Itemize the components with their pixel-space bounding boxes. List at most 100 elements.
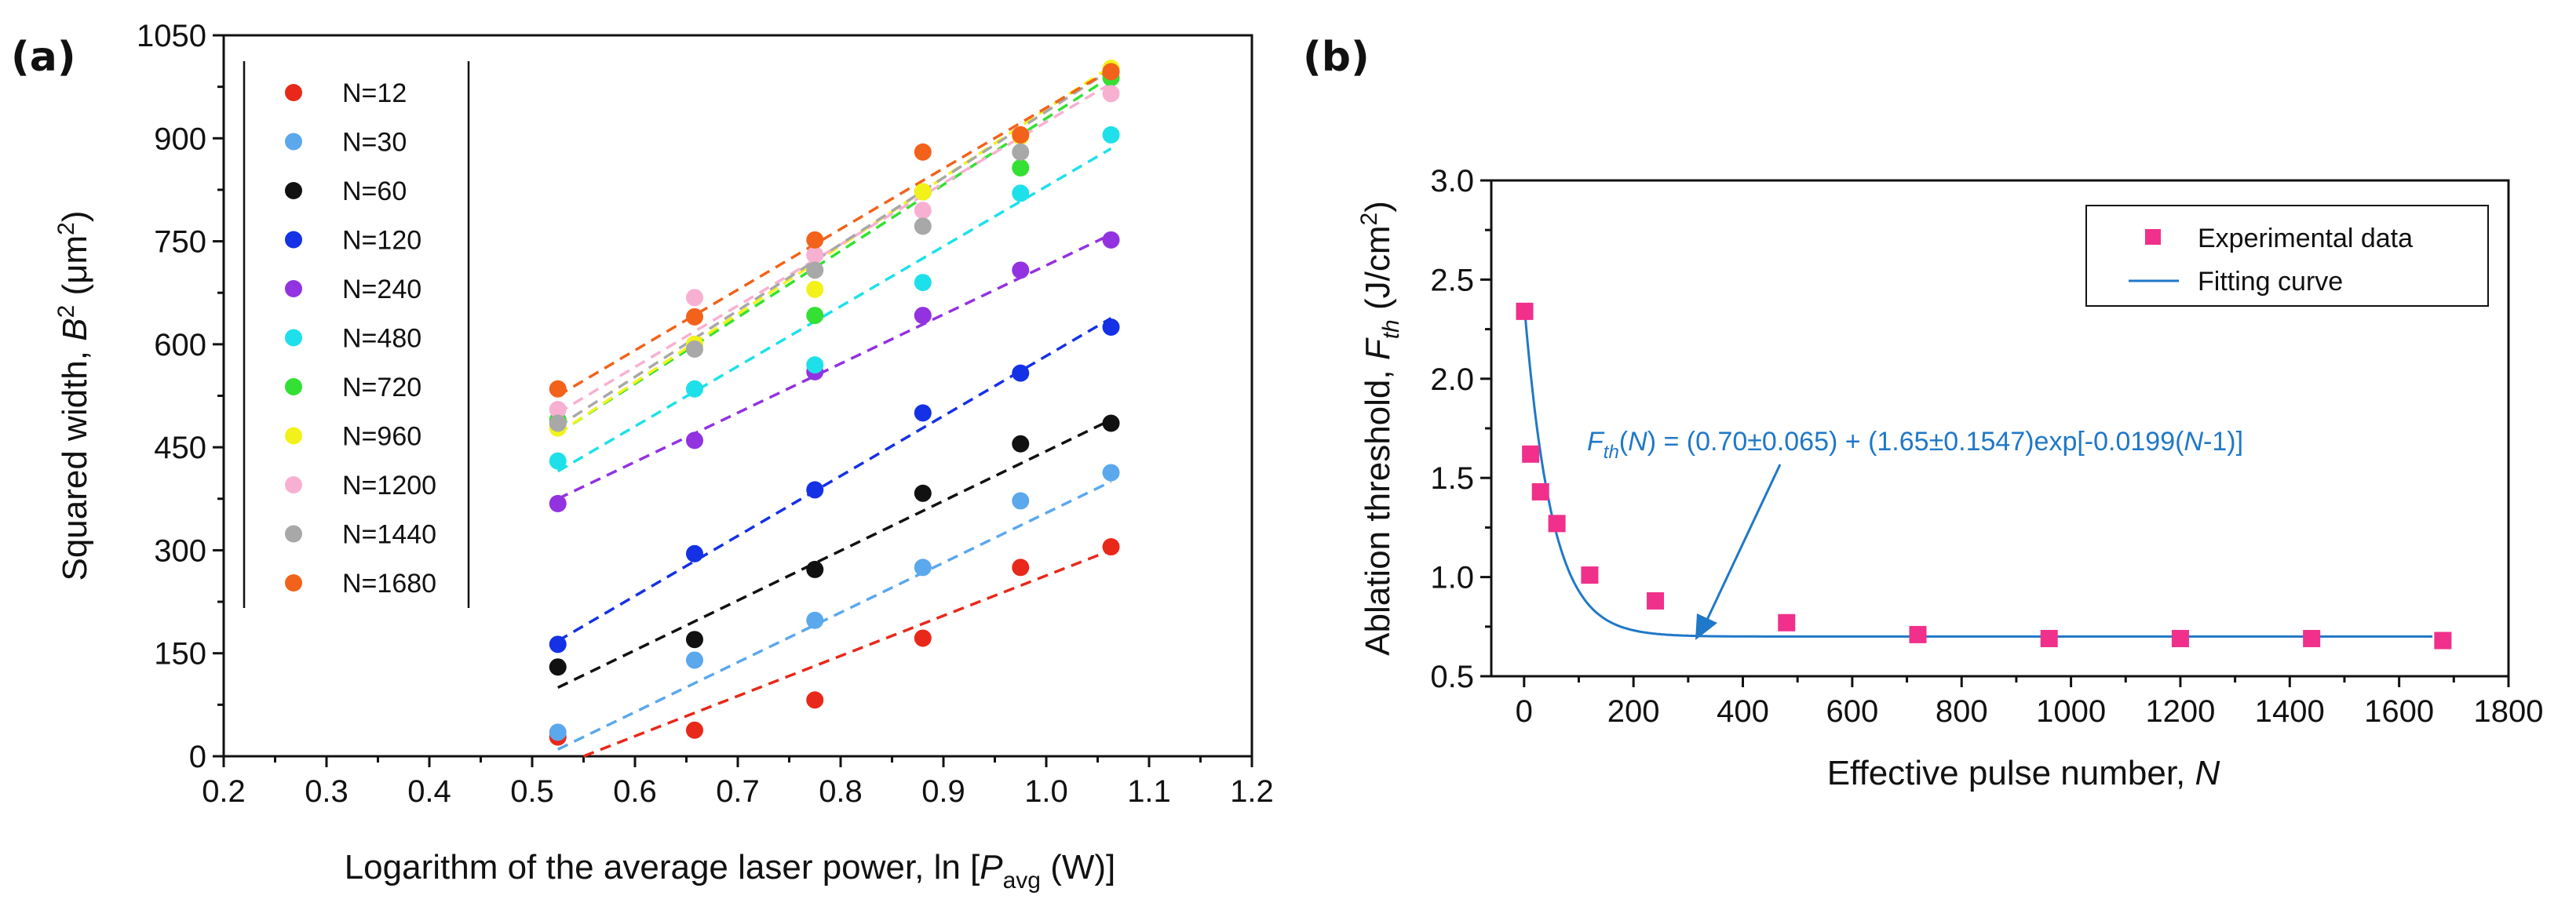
point-n1440: [549, 414, 567, 432]
legend-marker-a: [285, 182, 302, 199]
point-n120: [1012, 364, 1030, 382]
point-n480: [685, 380, 703, 398]
fit-line-n1680: [556, 68, 1112, 398]
x-tick-label-b: 1000: [2036, 694, 2106, 729]
fit-line-n12: [582, 548, 1112, 758]
legend-marker-square: [2145, 229, 2161, 245]
y-tick-label-a: 150: [154, 637, 206, 672]
x-tick-label-a: 0.2: [202, 774, 246, 809]
point-n120: [685, 544, 703, 562]
point-n60: [549, 658, 567, 676]
y-axis-title-b: Ablation threshold, Fth (J/cm2): [1356, 201, 1404, 656]
legend-marker-a: [285, 84, 302, 101]
point-n12: [806, 691, 824, 709]
x-axis-title-b: Effective pulse number, N: [1827, 754, 2220, 792]
fit-line-n30: [556, 480, 1112, 751]
experimental-point: [1522, 445, 1540, 463]
point-n30: [914, 559, 932, 577]
x-tick-label-a: 0.9: [921, 774, 965, 809]
y-axis-title-a: Squared width, B2 (μm2): [53, 210, 94, 581]
x-tick-label-b: 800: [1936, 694, 1988, 729]
chart-a: 0.2 0.3 0.4 0.5 0.6 0.7 0.8 0.9 1.0 1.1 1.2 0 150 300…: [53, 19, 1274, 894]
point-n240: [685, 431, 703, 450]
x-tick-label-a: 0.8: [819, 774, 863, 809]
point-n120: [549, 635, 567, 653]
x-tick-label-a: 0.3: [305, 774, 348, 809]
legend-label-b: Experimental data: [2198, 224, 2413, 253]
point-n60: [685, 631, 703, 649]
fit-line-n480: [556, 147, 1112, 473]
fit-line-n960: [556, 64, 1112, 435]
point-n30: [549, 723, 567, 741]
point-n120: [806, 481, 824, 499]
y-tick-label-a: 600: [154, 328, 206, 362]
fitting-curve: [1523, 309, 2433, 638]
y-tick-label-b: 1.0: [1430, 561, 1474, 595]
point-n60: [1012, 435, 1030, 453]
point-n480: [1012, 184, 1030, 202]
points-b: [1516, 302, 2452, 650]
point-n120: [1102, 318, 1120, 336]
x-tick-label-a: 0.4: [407, 774, 451, 809]
point-n30: [685, 651, 703, 669]
legend-label-a: N=1440: [342, 520, 436, 550]
x-tick-label-a: 1.2: [1230, 774, 1274, 809]
point-n12: [1012, 559, 1030, 577]
x-tick-label-b: 400: [1717, 694, 1769, 729]
experimental-point: [1778, 613, 1796, 632]
equation-arrow: [1695, 464, 1782, 640]
point-n480: [1102, 126, 1120, 144]
legend-label-a: N=1200: [342, 471, 436, 501]
y-tick-label-b: 3.0: [1430, 164, 1474, 198]
legend-b: Experimental data Fitting curve: [2085, 205, 2489, 307]
arrow-shaft: [1705, 464, 1782, 622]
tick-group-b: 0 200 400 600 800 1000 1200 1400 1600 1800 0.5 1.0 1…: [1430, 164, 2543, 729]
fit-equation: Fth(N) = (0.70±0.065) + (1.65±0.1547)exp…: [1587, 427, 2243, 463]
legend-label-a: N=720: [342, 373, 421, 402]
y-tick-label-a: 300: [154, 533, 206, 568]
y-tick-label-b: 2.0: [1430, 362, 1474, 397]
point-n240: [1102, 231, 1120, 249]
panel-b-label: (b): [1303, 34, 1370, 81]
legend-box-b: [2085, 205, 2489, 307]
y-tick-label-a: 1050: [137, 19, 206, 53]
legend-marker-a: [285, 133, 302, 151]
legend-marker-a: [285, 329, 302, 347]
legend-label-a: N=12: [342, 78, 407, 108]
point-n1200: [549, 401, 567, 419]
point-n1200: [1102, 85, 1120, 103]
panel-a-label: (a): [11, 34, 76, 81]
point-n1680: [685, 308, 703, 326]
chart-b: 0 200 400 600 800 1000 1200 1400 1600 1800 0.5 1.0 1…: [1356, 164, 2543, 792]
x-tick-label-a: 1.0: [1024, 774, 1068, 809]
y-tick-label-b: 0.5: [1430, 660, 1474, 694]
experimental-point: [2040, 629, 2058, 647]
legend-marker-a: [285, 525, 302, 543]
points-a: [549, 60, 1120, 746]
point-n1680: [1102, 63, 1120, 81]
point-n240: [914, 307, 932, 325]
point-n12: [685, 721, 703, 739]
point-n480: [806, 356, 824, 374]
legend-label-a: N=1680: [342, 569, 436, 599]
point-n1200: [685, 289, 703, 307]
tick-group-a: 0.2 0.3 0.4 0.5 0.6 0.7 0.8 0.9 1.0 1.1 1.2 0 150 300…: [137, 19, 1274, 809]
point-n1200: [806, 246, 824, 264]
point-n480: [914, 274, 932, 292]
point-n480: [549, 452, 567, 470]
point-n1200: [914, 202, 932, 220]
x-tick-label-b: 1600: [2364, 694, 2434, 729]
fit-line-n60: [556, 418, 1112, 690]
y-tick-label-b: 1.5: [1430, 461, 1474, 496]
legend-marker-a: [285, 574, 302, 592]
x-tick-label-b: 600: [1826, 694, 1878, 729]
experimental-point: [2171, 629, 2189, 647]
point-n30: [806, 611, 824, 629]
experimental-point: [1581, 566, 1599, 584]
legend-label-b: Fitting curve: [2198, 267, 2343, 297]
point-n30: [1012, 492, 1030, 510]
legend-marker-a: [285, 427, 302, 445]
point-n120: [914, 404, 932, 422]
x-tick-label-b: 1800: [2474, 694, 2544, 729]
y-tick-label-a: 900: [154, 122, 206, 156]
